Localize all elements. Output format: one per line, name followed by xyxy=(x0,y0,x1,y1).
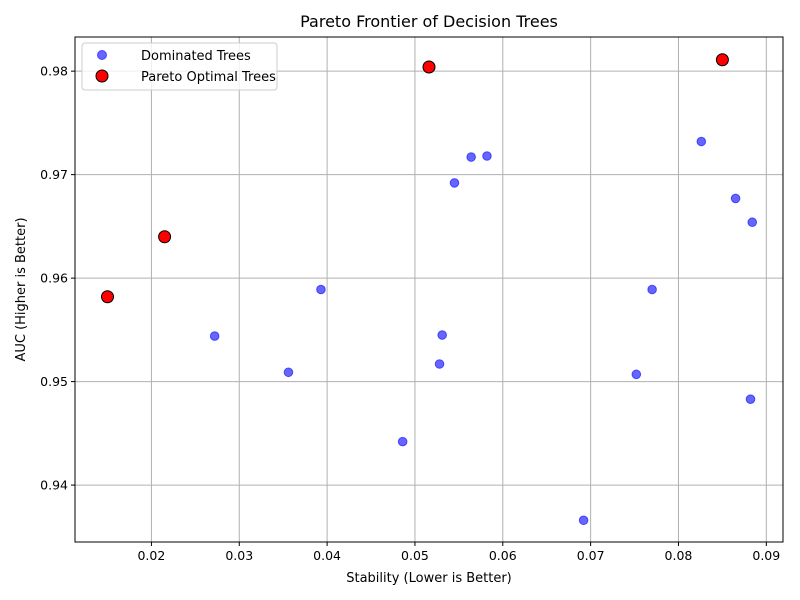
x-tick-label: 0.05 xyxy=(401,548,429,563)
dominated-tree-point xyxy=(696,136,707,147)
dominated-tree-point xyxy=(397,436,408,447)
y-axis-label: AUC (Higher is Better) xyxy=(14,217,29,361)
x-tick-label: 0.08 xyxy=(665,548,693,563)
dominated-tree-point xyxy=(730,193,741,204)
dominated-tree-point xyxy=(647,284,657,295)
x-tick-label: 0.09 xyxy=(752,548,780,563)
dominated-tree-point xyxy=(434,359,445,369)
dominated-tree-point xyxy=(437,330,447,340)
legend: Dominated Trees Pareto Optimal Trees xyxy=(81,42,278,91)
pareto-optimal-tree-point xyxy=(101,290,115,304)
legend-label-dominated: Dominated Trees xyxy=(141,49,251,64)
dominated-tree-point xyxy=(316,284,326,295)
dominated-tree-point xyxy=(449,178,460,188)
x-axis-ticks: 0.02 0.03 0.04 0.05 0.06 0.07 0.08 0.09 xyxy=(137,542,780,563)
dominated-tree-point xyxy=(747,217,758,228)
y-tick-label: 0.97 xyxy=(40,167,68,182)
dominated-tree-point xyxy=(631,369,642,380)
y-tick-label: 0.96 xyxy=(40,271,68,286)
y-tick-label: 0.95 xyxy=(40,374,68,389)
y-tick-label: 0.98 xyxy=(40,64,68,79)
dominated-tree-point xyxy=(482,151,492,161)
pareto-optimal-tree-point xyxy=(158,230,172,244)
dominated-tree-point xyxy=(745,394,756,404)
x-tick-label: 0.04 xyxy=(313,548,341,563)
data-points xyxy=(101,53,758,526)
plot-area-frame xyxy=(74,36,784,543)
chart-title: Pareto Frontier of Decision Trees xyxy=(300,12,558,31)
y-axis-ticks: 0.94 0.95 0.96 0.97 0.98 xyxy=(40,64,75,493)
dominated-tree-point xyxy=(578,515,589,526)
legend-label-pareto: Pareto Optimal Trees xyxy=(141,70,276,85)
legend-marker-dominated xyxy=(97,50,107,60)
pareto-optimal-tree-point xyxy=(422,60,436,74)
x-tick-label: 0.02 xyxy=(137,548,165,563)
pareto-optimal-tree-point xyxy=(715,53,729,67)
x-tick-label: 0.07 xyxy=(577,548,605,563)
legend-marker-pareto xyxy=(95,69,109,83)
grid-lines xyxy=(75,37,783,542)
x-tick-label: 0.06 xyxy=(489,548,517,563)
y-tick-label: 0.94 xyxy=(40,478,68,493)
dominated-tree-point xyxy=(283,367,294,378)
dominated-tree-point xyxy=(209,331,220,341)
x-tick-label: 0.03 xyxy=(225,548,253,563)
legend-box xyxy=(81,42,278,91)
dominated-tree-point xyxy=(466,152,476,162)
x-axis-label: Stability (Lower is Better) xyxy=(346,571,512,586)
